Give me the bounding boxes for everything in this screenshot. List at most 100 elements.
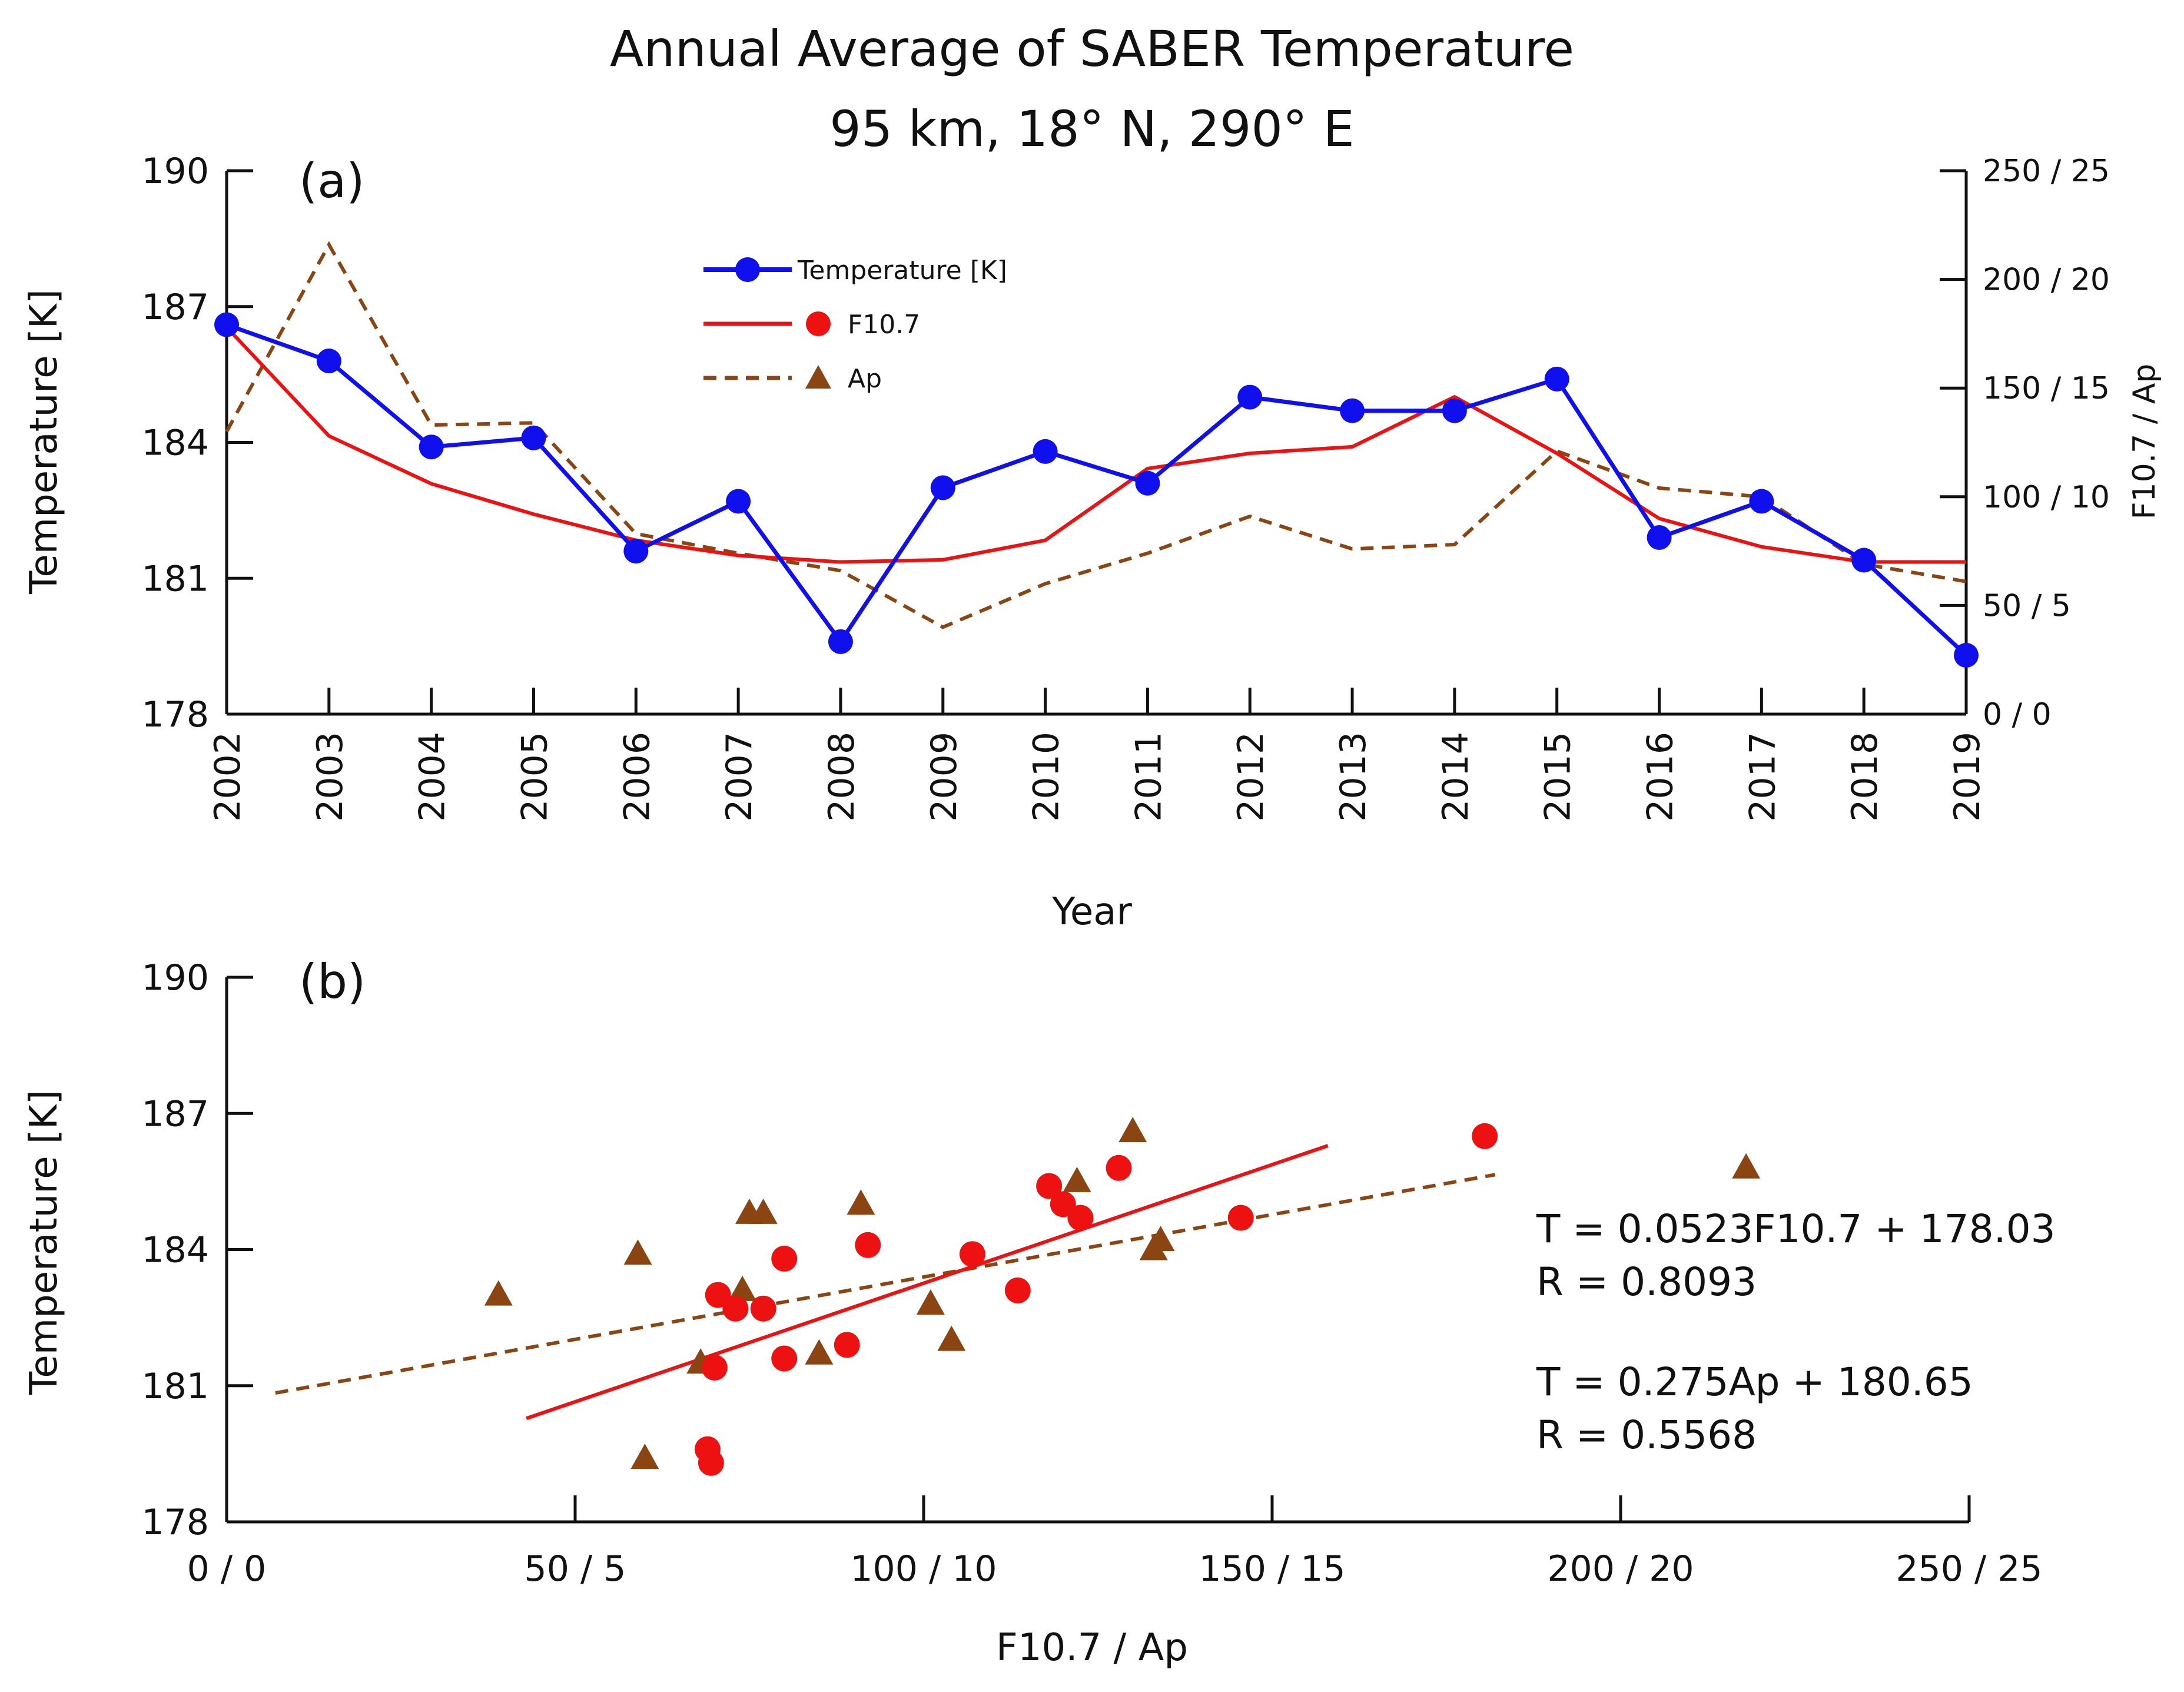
panel-b-xtick-label: 200 / 20 <box>1547 1548 1694 1590</box>
temperature-point <box>1442 398 1467 423</box>
panel-a-label: (a) <box>299 154 364 208</box>
temperature-point <box>1647 525 1672 550</box>
f107-point <box>1106 1154 1132 1181</box>
temperature-point <box>1954 643 1979 668</box>
f107-point <box>1227 1205 1254 1231</box>
panel-a-ytick-label: 184 <box>141 423 209 464</box>
legend-f107-label: F10.7 <box>848 310 920 340</box>
ap-point <box>937 1325 966 1351</box>
panel-a-xtick-label: 2017 <box>1742 732 1783 822</box>
f107-point <box>1050 1191 1076 1217</box>
f107-point <box>855 1232 881 1258</box>
temperature-point <box>1340 398 1365 423</box>
temperature-point <box>930 475 955 500</box>
panel-a-ytick-label: 190 <box>141 151 209 192</box>
panel-a-y2tick-label: 200 / 20 <box>1983 263 2110 298</box>
temperature-point <box>1749 489 1774 514</box>
panel-a-y2tick-label: 250 / 25 <box>1983 154 2110 189</box>
panel-a-xtick-label: 2010 <box>1026 732 1067 822</box>
panel-b-ytick-label: 184 <box>141 1230 209 1271</box>
f107-point <box>1004 1277 1031 1303</box>
ap-point <box>1139 1235 1168 1260</box>
f107-fit-r: R = 0.8093 <box>1536 1259 1757 1305</box>
ap-point <box>916 1289 945 1315</box>
panel-b-label: (b) <box>299 954 366 1009</box>
panel-a-ytick-label: 178 <box>141 694 209 735</box>
ap-series-line <box>225 241 1967 629</box>
f107-point <box>1036 1173 1063 1199</box>
temperature-point <box>1851 548 1877 573</box>
f107-point <box>771 1345 798 1372</box>
f107-point <box>698 1449 724 1476</box>
temperature-point <box>1033 439 1058 464</box>
ap-point <box>749 1198 778 1224</box>
ap-point <box>847 1189 875 1215</box>
f107-point <box>701 1354 728 1381</box>
f107-fit-equation: T = 0.0523F10.7 + 178.03 <box>1536 1206 2056 1252</box>
legend-ap-marker <box>805 365 831 389</box>
ap-point <box>630 1444 659 1469</box>
temperature-point <box>521 425 546 450</box>
ap-fit-equation: T = 0.275Ap + 180.65 <box>1536 1359 1973 1405</box>
panel-a-xtick-label: 2009 <box>924 732 965 822</box>
panel-b-xtick-label: 250 / 25 <box>1896 1548 2042 1590</box>
panel-a-ytick-label: 181 <box>141 558 209 599</box>
panel-b-ylabel: Temperature [K] <box>22 1090 66 1395</box>
panel-a-ylabel: Temperature [K] <box>22 289 66 595</box>
panel-b-ytick-label: 190 <box>141 957 209 998</box>
chart-title: Annual Average of SABER Temperature <box>610 20 1574 78</box>
temperature-point <box>1544 366 1569 392</box>
ap-fit-line <box>275 1173 1496 1395</box>
legend-temperature-marker <box>735 257 760 282</box>
temperature-series-line <box>225 323 1968 657</box>
panel-b-xtick-label: 150 / 15 <box>1199 1548 1345 1590</box>
ap-point <box>1118 1117 1147 1143</box>
f107-point <box>959 1241 985 1268</box>
panel-a-xlabel: Year <box>1051 890 1132 934</box>
ap-point <box>805 1339 834 1365</box>
f107-point <box>771 1245 798 1272</box>
panel-a-y2tick-label: 150 / 15 <box>1983 371 2110 406</box>
panel-a-xtick-label: 2018 <box>1844 732 1886 822</box>
temperature-point <box>214 312 239 337</box>
panel-b-ytick-label: 181 <box>141 1366 209 1407</box>
panel-a-xtick-label: 2003 <box>310 732 351 822</box>
ap-point <box>623 1239 652 1265</box>
f107-point <box>834 1332 860 1358</box>
f107-point <box>722 1295 749 1322</box>
legend: Temperature [K] F10.7 Ap <box>703 256 1007 394</box>
f107-fit-line <box>526 1144 1329 1421</box>
temperature-point <box>1237 384 1263 410</box>
panel-b-xlabel: F10.7 / Ap <box>996 1626 1188 1670</box>
temperature-point <box>828 629 853 654</box>
panel-a-xtick-label: 2016 <box>1640 732 1681 822</box>
f107-point <box>1472 1123 1498 1149</box>
ap-point <box>728 1275 757 1301</box>
fit-equations: T = 0.0523F10.7 + 178.03 R = 0.8093 T = … <box>1536 1206 2056 1458</box>
legend-ap-label: Ap <box>848 364 882 394</box>
panel-b-ytick-label: 178 <box>141 1502 209 1543</box>
panel-a-xtick-label: 2002 <box>207 732 248 822</box>
panel-b-xtick-label: 0 / 0 <box>187 1548 267 1590</box>
panel-a-xtick-label: 2006 <box>616 732 658 822</box>
panel-a-xtick-label: 2008 <box>821 732 862 822</box>
panel-a-y2label: F10.7 / Ap <box>2127 364 2162 520</box>
panel-a-y2tick-label: 100 / 10 <box>1983 480 2110 515</box>
ap-point <box>1732 1153 1761 1179</box>
panel-b-ytick-label: 187 <box>141 1093 209 1134</box>
panel-a-xtick-label: 2019 <box>1947 732 1988 822</box>
panel-a-xtick-label: 2007 <box>719 732 760 822</box>
panel-a-xtick-label: 2015 <box>1538 732 1579 822</box>
panel-a: (a) Temperature [K] F10.7 / Ap Year Temp… <box>22 151 2162 934</box>
f107-point <box>750 1295 776 1322</box>
panel-b-xtick-label: 50 / 5 <box>525 1548 626 1590</box>
temperature-point <box>1135 470 1160 496</box>
ap-point <box>484 1280 513 1306</box>
panel-a-xtick-label: 2011 <box>1128 732 1169 822</box>
panel-a-ytick-label: 187 <box>141 287 209 328</box>
chart-subtitle: 95 km, 18° N, 290° E <box>829 100 1354 158</box>
temperature-point <box>419 434 444 460</box>
panel-a-xtick-label: 2013 <box>1333 732 1374 822</box>
temperature-point <box>623 539 649 564</box>
